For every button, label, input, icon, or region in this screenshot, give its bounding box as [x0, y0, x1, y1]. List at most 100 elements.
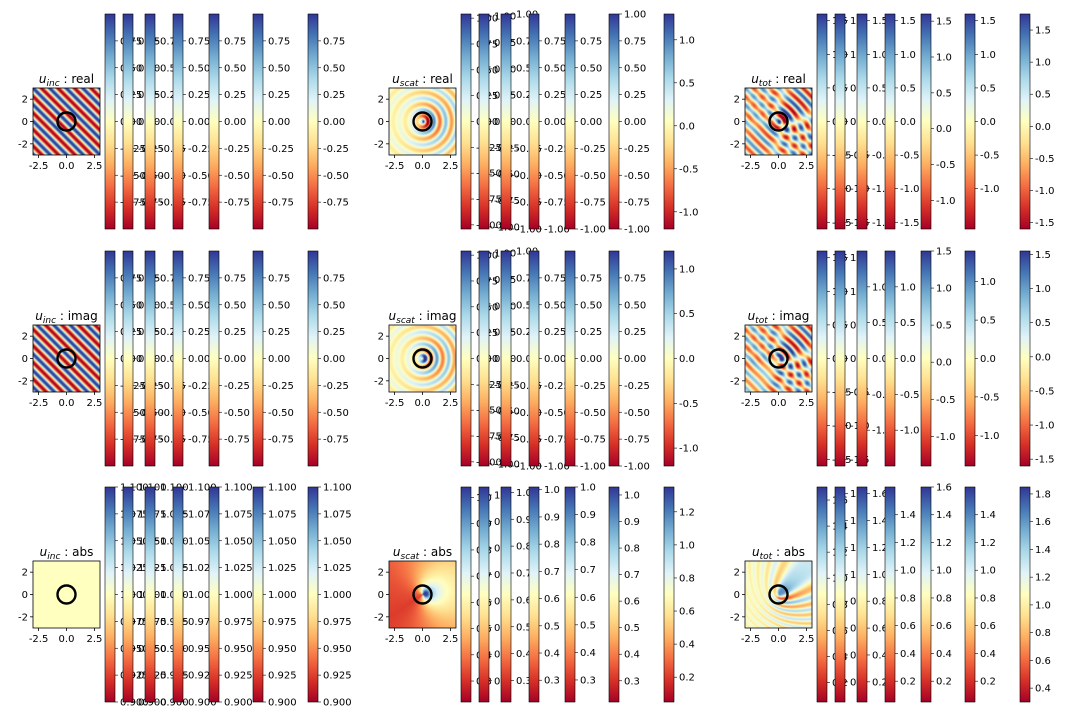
colorbar-tick-label: 0.925 — [268, 671, 297, 682]
colorbar-tick-label: -0.5 — [1035, 154, 1055, 165]
title-subscript: scat — [400, 79, 419, 89]
obstacle-circle — [768, 111, 789, 132]
colorbar-tick-label: -0.75 — [544, 435, 570, 446]
colorbar-tick-label: 0.4 — [872, 650, 888, 661]
colorbar-tick-label: 0.25 — [544, 90, 566, 101]
colorbar-tick-label: 1.000 — [268, 590, 297, 601]
title-rest: : imag — [415, 309, 457, 323]
colorbar-tick-label: 1.000 — [224, 590, 253, 601]
title-subscript: inc — [43, 316, 56, 326]
colorbar-tick-label: 0.3 — [544, 676, 560, 687]
colorbar-tick-label: 0.00 — [160, 117, 182, 128]
colorbar-tick-label: 0.9 — [624, 517, 640, 528]
colorbar-tick-label: -0.5 — [1035, 386, 1055, 397]
colorbar: 1.5 1.0 0.5 0.0 -0.5 -1.0 -1.5 — [1019, 250, 1055, 467]
colorbar: 1.100 1.075 1.050 1.025 1.000 0.975 0.950 0.925… — [208, 483, 253, 709]
colorbar-tick-label: 1.075 — [268, 509, 297, 520]
colorbar: 1.100 1.075 1.050 1.025 1.000 0.975 0.950 0.925… — [252, 483, 297, 709]
colorbar-tick-label: 0.00 — [516, 354, 538, 365]
y-tick-label: 0 — [22, 354, 28, 365]
colorbar-tick-label: 1.5 — [1035, 26, 1051, 37]
colorbar-tick-label: 0.50 — [160, 300, 182, 311]
colorbar-tick-label: 0.975 — [268, 617, 297, 628]
colorbar-tick-label: -0.75 — [323, 198, 349, 209]
colorbar-tick-label: 0.50 — [160, 63, 182, 74]
colorbar-tick-label: 0.9 — [516, 515, 532, 526]
colorbar-tick-label: 1.2 — [980, 538, 996, 549]
colorbar-tick-label: -0.50 — [624, 171, 650, 182]
colorbar-tick-label: 0.00 — [160, 354, 182, 365]
colorbar-tick-label: 0.925 — [120, 671, 149, 682]
panel-scat-imag: uscat : imag-2.5 0.0 2.520-21.000.750.500.… — [374, 247, 699, 473]
colorbar-tick-label: 1.025 — [268, 563, 297, 574]
colorbar-tick-label: 0.925 — [188, 671, 217, 682]
colorbar-gradient — [834, 250, 846, 467]
colorbar-tick-label: 0.3 — [624, 676, 640, 687]
colorbar-tick-label: -1.0 — [900, 426, 920, 437]
obstacle-circle — [56, 348, 77, 369]
title-subscript: scat — [396, 316, 415, 326]
colorbar-tick-label: 0.8 — [1035, 628, 1051, 639]
colorbar-gradient — [834, 13, 846, 230]
colorbar-tick-label: -0.5 — [872, 390, 892, 401]
colorbar-tick-label: -0.50 — [188, 408, 214, 419]
colorbar-tick-label: 0.50 — [544, 300, 566, 311]
obstacle-circle — [56, 584, 77, 605]
colorbar-tick-label: 0.8 — [872, 597, 888, 608]
x-tick-label: 0.0 — [415, 161, 431, 172]
y-tick-label: -2 — [18, 376, 28, 387]
colorbar-tick-label: 0.50 — [580, 63, 602, 74]
colorbar-tick-label: 0.5 — [936, 88, 952, 99]
colorbar-gradient — [816, 486, 828, 703]
colorbar: 1.0 0.5 0.0 -0.5 -1.0 — [856, 250, 892, 467]
colorbar-tick-label: 0.75 — [160, 273, 182, 284]
heatmap-image — [745, 561, 812, 628]
y-tick-label: -2 — [730, 139, 740, 150]
colorbar-tick-label: 1.00 — [516, 247, 538, 258]
colorbar-tick-label: 1.050 — [323, 536, 352, 547]
colorbar-tick-label: 1.2 — [900, 538, 916, 549]
colorbar-tick-label: 1.0 — [936, 284, 952, 295]
x-tick-label: 2.5 — [798, 398, 814, 409]
colorbar-gradient — [478, 250, 490, 467]
colorbar-tick-label: -1.0 — [900, 184, 920, 195]
colorbar-tick-label: -1.0 — [679, 207, 699, 218]
colorbar-tick-label: 1.025 — [224, 563, 253, 574]
colorbar-gradient — [307, 13, 319, 230]
colorbar-tick-label: 1.0 — [980, 50, 996, 61]
colorbar-tick-label: 0.50 — [544, 63, 566, 74]
colorbar-tick-label: 0.75 — [580, 36, 602, 47]
colorbar: 1.0 0.5 0.0 -0.5 -1.0 — [884, 250, 920, 467]
colorbar-gradient — [478, 13, 490, 230]
colorbar-tick-label: 0.2 — [936, 677, 952, 688]
y-tick-label: 2 — [378, 568, 384, 579]
colorbar-tick-label: -1.5 — [900, 218, 920, 229]
colorbar-tick-label: 0.25 — [188, 327, 210, 338]
colorbar: 1.000.750.500.250.00-0.25-0.50-0.75-1.00 — [478, 12, 520, 233]
colorbar-tick-label: 0.4 — [1035, 684, 1051, 695]
x-tick-label: 0.0 — [415, 398, 431, 409]
colorbar-tick-label: 1.000 — [323, 590, 352, 601]
colorbar-tick-label: 0.00 — [624, 354, 646, 365]
colorbar-gradient — [104, 250, 116, 467]
colorbar-gradient — [663, 250, 675, 467]
colorbar-tick-label: 0.9 — [580, 510, 596, 521]
colorbar-tick-label: -0.25 — [224, 381, 250, 392]
panel-tot-abs: utot : abs -2.5 0.0 2.5 2 0 -2 1.6 1.4 1.2 1.0 0.8 0… — [730, 483, 1051, 703]
title-rest: : abs — [60, 545, 93, 559]
colorbar-tick-label: 0.50 — [516, 300, 538, 311]
y-tick-label: -2 — [374, 612, 384, 623]
colorbar-gradient — [460, 486, 472, 703]
colorbar-gradient — [172, 486, 184, 703]
colorbar-tick-label: -0.75 — [188, 435, 214, 446]
colorbar-tick-label: 0.00 — [224, 117, 246, 128]
panel-scat-abs: uscat : abs -2.5 0.0 2.5 2 0 -2 1.0 0.9 0.8 0.7 0.6… — [374, 483, 695, 703]
colorbar-tick-label: 0.950 — [224, 644, 253, 655]
colorbar-tick-label: -1.00 — [544, 225, 570, 236]
colorbar-gradient — [884, 250, 896, 467]
colorbar-gradient — [252, 13, 264, 230]
x-tick-label: 2.5 — [442, 161, 458, 172]
colorbar-tick-label: 0.00 — [580, 117, 602, 128]
colorbar-tick-label: 0.50 — [323, 300, 345, 311]
colorbar: 1.0 0.9 0.8 0.7 0.6 0.5 0.4 0.3 — [528, 485, 560, 703]
